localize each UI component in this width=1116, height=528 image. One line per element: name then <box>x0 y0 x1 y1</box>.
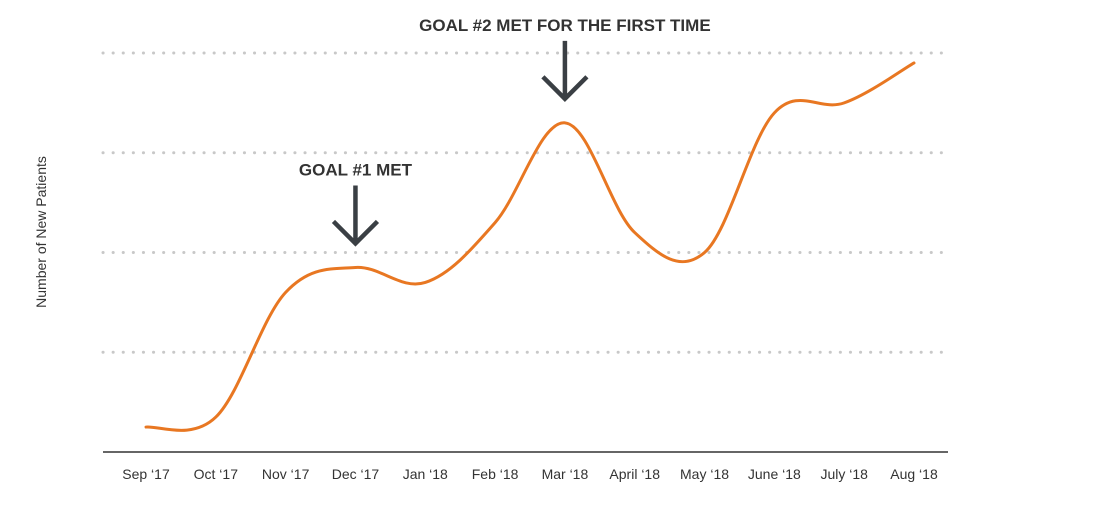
x-tick-label: July ‘18 <box>820 466 868 482</box>
x-tick-label: Mar ‘18 <box>542 466 589 482</box>
arrow-down-icon <box>541 40 589 103</box>
x-tick-label: Sep ‘17 <box>122 466 170 482</box>
x-tick-label: May ‘18 <box>680 466 729 482</box>
series-line <box>144 61 916 432</box>
annotation-label: GOAL #1 MET <box>299 160 413 179</box>
annotation-label: GOAL #2 MET FOR THE FIRST TIME <box>419 16 711 35</box>
x-tick-label: Jan ‘18 <box>403 466 448 482</box>
annotations: GOAL #1 MET GOAL #2 MET FOR THE FIRST TIM… <box>299 16 711 247</box>
grid-lines <box>101 51 950 354</box>
annotation-1: GOAL #1 MET <box>299 160 413 247</box>
x-tick-label: Aug ‘18 <box>890 466 938 482</box>
x-tick-label: June ‘18 <box>748 466 801 482</box>
x-tick-label: Oct ‘17 <box>194 466 239 482</box>
y-axis-label: Number of New Patients <box>33 156 49 308</box>
x-tick-label: April ‘18 <box>609 466 660 482</box>
annotation-2: GOAL #2 MET FOR THE FIRST TIME <box>419 16 711 103</box>
arrow-down-icon <box>331 185 380 247</box>
x-tick-label: Feb ‘18 <box>472 466 519 482</box>
x-tick-label: Nov ‘17 <box>262 466 310 482</box>
x-tick-labels: Sep ‘17 Oct ‘17 Nov ‘17 Dec ‘17 Jan ‘18 Feb ‘… <box>122 466 938 482</box>
x-tick-label: Dec ‘17 <box>332 466 380 482</box>
